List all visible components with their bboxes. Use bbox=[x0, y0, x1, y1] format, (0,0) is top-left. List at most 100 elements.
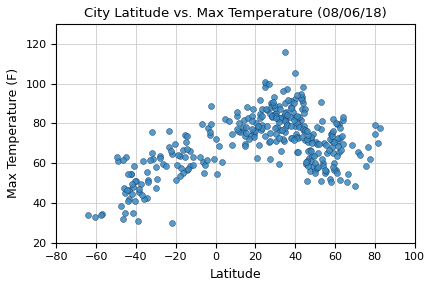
Point bbox=[296, 124, 303, 129]
Point bbox=[257, 128, 264, 133]
Point bbox=[273, 111, 280, 116]
Point bbox=[270, 100, 276, 104]
Point bbox=[304, 139, 311, 144]
Point bbox=[117, 204, 124, 209]
Point bbox=[305, 148, 311, 153]
Point bbox=[287, 98, 294, 103]
Point bbox=[268, 115, 275, 119]
Point bbox=[340, 115, 347, 120]
Point bbox=[362, 164, 369, 168]
Point bbox=[331, 160, 338, 165]
Point bbox=[294, 116, 301, 121]
Point bbox=[288, 136, 295, 140]
Point bbox=[290, 101, 297, 105]
Point bbox=[210, 157, 217, 162]
Point bbox=[184, 167, 191, 171]
Point bbox=[308, 158, 314, 163]
Point bbox=[183, 134, 190, 139]
Point bbox=[269, 113, 276, 118]
Point bbox=[262, 79, 269, 84]
Point bbox=[313, 125, 320, 129]
Title: City Latitude vs. Max Temperature (08/06/18): City Latitude vs. Max Temperature (08/06… bbox=[84, 7, 387, 20]
Point bbox=[168, 152, 175, 157]
Point bbox=[207, 122, 214, 127]
Point bbox=[288, 124, 295, 128]
Point bbox=[329, 139, 336, 143]
Point bbox=[205, 126, 212, 130]
Point bbox=[133, 179, 140, 183]
Point bbox=[300, 124, 307, 128]
Point bbox=[327, 180, 334, 184]
Point bbox=[130, 211, 137, 216]
Point bbox=[281, 118, 288, 123]
Point bbox=[319, 119, 326, 124]
Point bbox=[303, 160, 310, 164]
Point bbox=[271, 112, 278, 117]
Point bbox=[276, 116, 283, 120]
Point bbox=[129, 181, 136, 186]
Point bbox=[143, 170, 150, 174]
Point bbox=[273, 115, 280, 120]
Point bbox=[344, 171, 351, 176]
Point bbox=[255, 143, 262, 148]
Point bbox=[329, 144, 336, 149]
Point bbox=[264, 108, 271, 113]
Point bbox=[257, 115, 264, 120]
Point bbox=[262, 107, 269, 111]
Point bbox=[171, 141, 178, 146]
Point bbox=[306, 156, 313, 161]
Point bbox=[266, 139, 273, 144]
Point bbox=[273, 125, 280, 129]
Point bbox=[148, 130, 155, 134]
Point bbox=[293, 134, 300, 139]
Point bbox=[354, 149, 361, 154]
Point bbox=[207, 104, 214, 109]
Point bbox=[125, 196, 132, 201]
Point bbox=[333, 168, 340, 173]
Point bbox=[131, 179, 138, 183]
Point bbox=[263, 82, 270, 86]
Point bbox=[320, 161, 327, 165]
Y-axis label: Max Temperature (F): Max Temperature (F) bbox=[7, 68, 20, 198]
Point bbox=[340, 142, 346, 147]
Point bbox=[128, 171, 135, 176]
Point bbox=[282, 126, 289, 130]
Point bbox=[305, 163, 312, 168]
Point bbox=[371, 123, 378, 128]
Point bbox=[291, 71, 298, 76]
Point bbox=[290, 109, 297, 114]
Point bbox=[229, 143, 236, 147]
Point bbox=[304, 137, 311, 141]
Point bbox=[139, 193, 146, 197]
Point bbox=[283, 87, 290, 91]
Point bbox=[136, 190, 143, 194]
Point bbox=[335, 144, 342, 148]
Point bbox=[314, 142, 321, 146]
Point bbox=[280, 139, 287, 143]
Point bbox=[367, 157, 374, 162]
Point bbox=[264, 124, 270, 129]
Point bbox=[316, 142, 323, 146]
Point bbox=[125, 188, 132, 192]
Point bbox=[300, 126, 307, 131]
Point bbox=[201, 162, 208, 167]
Point bbox=[329, 165, 336, 170]
Point bbox=[333, 121, 340, 126]
Point bbox=[339, 134, 346, 139]
Point bbox=[293, 132, 300, 136]
Point bbox=[189, 154, 196, 159]
Point bbox=[135, 186, 142, 191]
Point bbox=[308, 140, 315, 145]
Point bbox=[317, 127, 324, 131]
Point bbox=[348, 143, 355, 147]
Point bbox=[307, 148, 314, 153]
Point bbox=[187, 164, 194, 169]
Point bbox=[318, 157, 325, 162]
Point bbox=[302, 137, 308, 142]
Point bbox=[288, 105, 295, 110]
Point bbox=[266, 157, 273, 162]
Point bbox=[281, 114, 288, 119]
Point bbox=[322, 168, 329, 173]
Point bbox=[281, 130, 288, 135]
Point bbox=[242, 133, 249, 138]
